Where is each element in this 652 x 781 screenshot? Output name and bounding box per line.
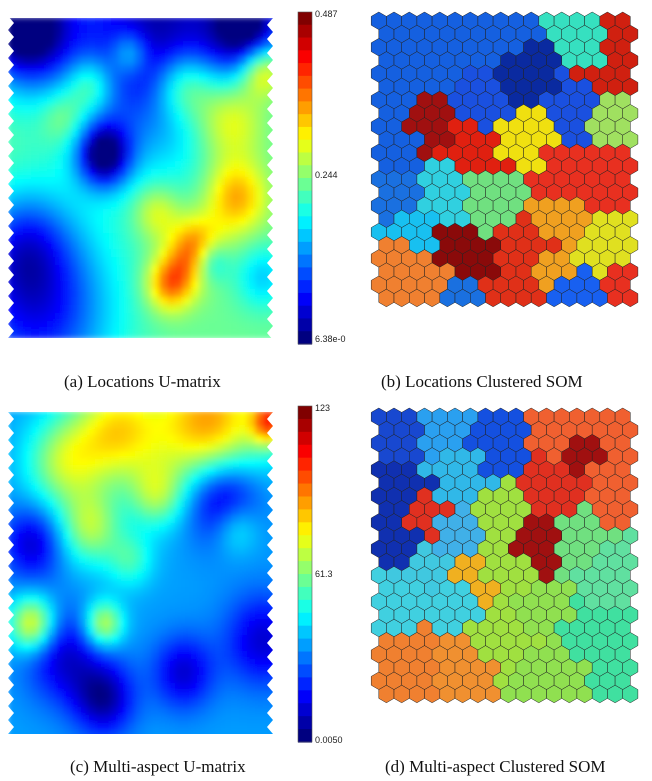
- colorbar-a-max-label: 0.487: [315, 9, 338, 19]
- panel-c-umatrix: [8, 412, 273, 734]
- multi-aspect-clustered-som-hexgrid: [370, 407, 639, 704]
- colorbar-c-min-label: 0.0050: [315, 735, 343, 745]
- colorbar-a-gradient: [297, 11, 313, 345]
- caption-b: (b) Locations Clustered SOM: [381, 372, 583, 391]
- panel-b-clustered-som: [368, 10, 643, 340]
- panel-c-colorbar: 123 61.3 0.0050: [292, 402, 352, 746]
- colorbar-c-max-label: 123: [315, 403, 330, 413]
- caption-d: (d) Multi-aspect Clustered SOM: [385, 757, 606, 776]
- multi-aspect-umatrix-heatmap: [8, 412, 273, 734]
- colorbar-c-gradient: [297, 405, 313, 743]
- locations-clustered-som-hexgrid: [370, 11, 639, 308]
- colorbar-a-mid-label: 0.244: [315, 170, 338, 180]
- locations-umatrix-heatmap: [8, 18, 273, 338]
- panel-d-clustered-som: [368, 406, 643, 736]
- panel-a-colorbar: 0.487 0.244 6.38e-0: [292, 8, 352, 348]
- caption-a: (a) Locations U-matrix: [64, 372, 221, 391]
- caption-c: (c) Multi-aspect U-matrix: [70, 757, 246, 776]
- colorbar-a-min-label: 6.38e-0: [315, 334, 346, 344]
- colorbar-c-mid-label: 61.3: [315, 569, 333, 579]
- panel-a-umatrix: [8, 18, 273, 338]
